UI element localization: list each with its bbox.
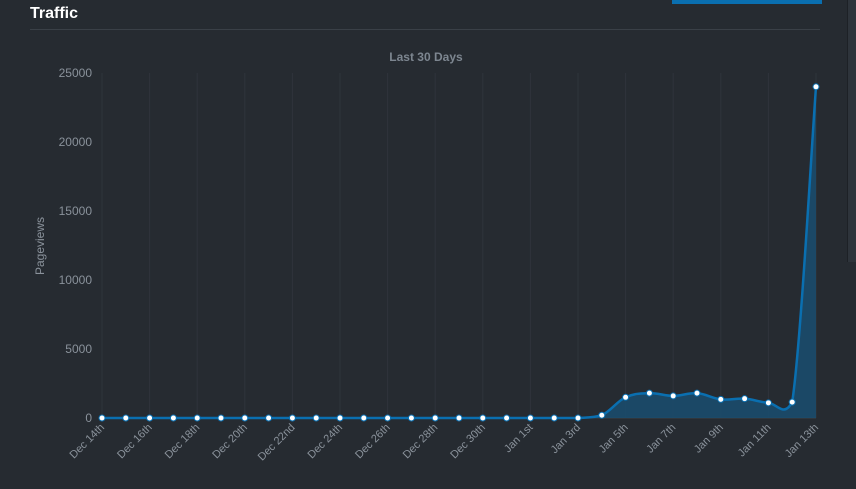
y-tick-label: 0 — [85, 411, 92, 425]
data-point[interactable] — [788, 398, 796, 406]
data-point[interactable] — [622, 393, 630, 401]
data-point[interactable] — [574, 414, 582, 422]
x-tick-label: Dec 24th — [306, 422, 346, 462]
data-point[interactable] — [503, 414, 511, 422]
y-axis-ticks: 0 5000 10000 15000 20000 25000 — [59, 66, 93, 425]
x-tick-label: Dec 28th — [401, 422, 441, 462]
x-tick-label: Jan 1st — [502, 422, 536, 456]
data-point[interactable] — [169, 414, 177, 422]
x-tick-label: Jan 11th — [736, 422, 774, 460]
x-tick-label: Dec 20th — [210, 422, 250, 462]
data-point[interactable] — [265, 414, 273, 422]
data-point[interactable] — [407, 414, 415, 422]
data-point[interactable] — [764, 399, 772, 407]
data-point[interactable] — [812, 83, 820, 91]
x-tick-label: Dec 22nd — [256, 422, 298, 464]
y-tick-label: 25000 — [59, 66, 93, 80]
chart-grid — [101, 73, 817, 419]
data-point[interactable] — [336, 414, 344, 422]
chart-title: Last 30 Days — [389, 50, 463, 64]
data-point[interactable] — [288, 414, 296, 422]
series-line — [102, 86, 818, 420]
x-tick-label: Dec 18th — [163, 422, 203, 462]
x-tick-label: Jan 7th — [644, 422, 678, 456]
data-point[interactable] — [455, 414, 463, 422]
title-divider — [30, 29, 820, 30]
data-point[interactable] — [98, 414, 106, 422]
data-point[interactable] — [717, 395, 725, 403]
x-tick-label: Dec 26th — [353, 422, 393, 462]
data-point[interactable] — [146, 414, 154, 422]
y-tick-label: 15000 — [59, 204, 93, 218]
data-point[interactable] — [122, 414, 130, 422]
data-point[interactable] — [241, 414, 249, 422]
x-tick-label: Dec 14th — [68, 422, 108, 462]
data-point[interactable] — [693, 389, 701, 397]
y-tick-label: 10000 — [59, 273, 93, 287]
x-tick-label: Jan 5th — [597, 422, 631, 456]
section-title: Traffic — [30, 5, 79, 22]
data-point[interactable] — [217, 414, 225, 422]
data-point[interactable] — [669, 392, 677, 400]
y-axis-label: Pageviews — [33, 217, 47, 275]
panel-edge — [847, 0, 856, 262]
data-point[interactable] — [193, 414, 201, 422]
series-area — [102, 86, 816, 419]
x-tick-label: Jan 13th — [783, 422, 821, 460]
y-tick-label: 5000 — [65, 342, 92, 356]
data-point[interactable] — [360, 414, 368, 422]
active-tab-indicator[interactable] — [672, 0, 822, 4]
data-point[interactable] — [550, 414, 558, 422]
data-point[interactable] — [479, 414, 487, 422]
series-traffic — [102, 86, 818, 420]
x-tick-label: Dec 30th — [448, 422, 488, 462]
x-tick-label: Jan 3rd — [549, 422, 583, 456]
data-points — [98, 83, 820, 422]
data-point[interactable] — [526, 414, 534, 422]
x-axis-ticks: Dec 14th Dec 16th Dec 18th Dec 20th Dec 22nd… — [68, 422, 822, 464]
y-tick-label: 20000 — [59, 135, 93, 149]
data-point[interactable] — [312, 414, 320, 422]
data-point[interactable] — [645, 389, 653, 397]
data-point[interactable] — [384, 414, 392, 422]
data-point[interactable] — [598, 411, 606, 419]
data-point[interactable] — [431, 414, 439, 422]
x-tick-label: Jan 9th — [692, 422, 726, 456]
data-point[interactable] — [741, 395, 749, 403]
x-tick-label: Dec 16th — [115, 422, 155, 462]
